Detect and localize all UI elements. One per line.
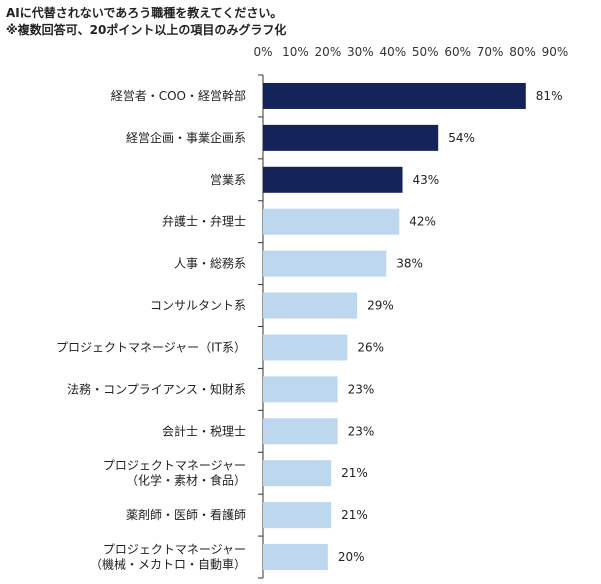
value-label: 29% [367,299,394,313]
category-label: プロジェクトマネージャー（化学・素材・食品） [103,459,246,488]
bar [263,418,338,445]
value-label: 23% [348,382,375,396]
category-label: プロジェクトマネージャー（IT系） [56,340,246,354]
x-tick-label: 20% [315,45,342,59]
x-tick-label: 70% [477,45,504,59]
bar [263,82,526,109]
value-label: 43% [413,173,440,187]
bar [263,292,358,319]
value-label: 20% [338,550,365,564]
chart-subtitle: ※複数回答可、20ポイント以上の項目のみグラフ化 [6,23,287,37]
x-tick-label: 60% [444,45,471,59]
category-label: プロジェクトマネージャー（機械・メカトロ・自動車） [90,543,246,572]
bar [263,166,403,193]
category-label: 会計士・税理士 [162,423,246,438]
value-label: 26% [357,340,384,354]
bar [263,502,332,529]
x-tick-label: 90% [542,45,569,59]
bar [263,250,387,277]
bar [263,544,328,571]
category-label: 経営企画・事業企画系 [126,130,246,145]
bar [263,460,332,487]
bar [263,376,338,403]
x-tick-label: 50% [412,45,439,59]
value-label: 21% [341,508,368,522]
category-label: 人事・総務系 [174,257,246,271]
category-label: 法務・コンプライアンス・知財系 [67,381,246,396]
category-label: 弁護士・弁理士 [162,214,246,229]
value-label: 38% [396,257,423,271]
x-tick-label: 80% [509,45,536,59]
category-label: 営業系 [210,173,246,187]
bar [263,208,400,235]
bar [263,124,439,151]
chart-title-block: AIに代替されないであろう職種を教えてください。 ※複数回答可、20ポイント以上… [6,5,286,39]
bar [263,334,348,361]
value-label: 81% [536,89,563,103]
x-tick-label: 40% [379,45,406,59]
x-tick-label: 0% [253,45,272,59]
category-label: 経営者・COO・経営幹部 [111,88,246,103]
value-label: 23% [348,424,375,438]
value-label: 21% [341,466,368,480]
x-tick-label: 10% [282,45,309,59]
value-label: 54% [448,131,475,145]
x-tick-label: 30% [347,45,374,59]
category-label: コンサルタント系 [150,299,246,313]
chart-title: AIに代替されないであろう職種を教えてください。 [6,6,283,20]
category-label: 薬剤師・医師・看護師 [126,507,246,522]
value-label: 42% [409,215,436,229]
